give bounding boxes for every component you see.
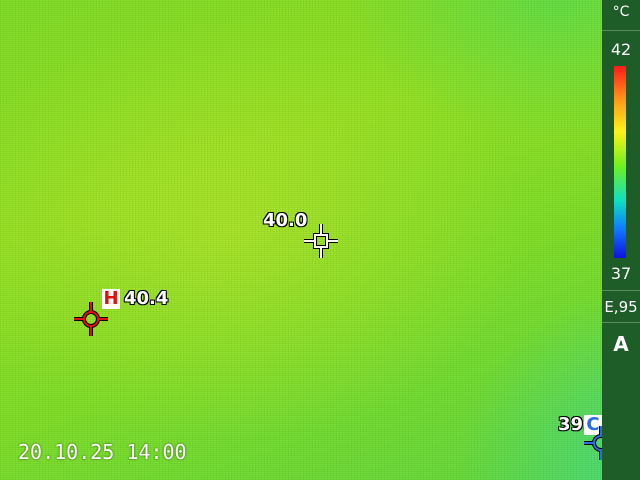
thermal-sidebar: °C 42 37 E,95 A [602,0,640,480]
capture-timestamp: 20.10.25 14:00 [18,440,187,464]
scale-min-value: 37 [610,264,632,283]
hot-spot-badge: H [102,288,120,309]
temperature-unit: °C [612,4,630,20]
hot-spot-value: 40.4 [124,288,169,309]
color-scale-bar [614,66,626,258]
center-spot-value: 40.0 [263,210,308,231]
cold-spot-crosshair-icon [584,426,602,460]
sidebar-divider [602,30,640,31]
sidebar-divider [602,322,640,323]
cold-spot-badge: C [584,415,602,435]
scale-max-value: 42 [610,40,632,59]
center-crosshair-icon [304,224,338,258]
thermal-image: 40.0 H 40.4 39.0 C [0,0,602,480]
hot-spot-crosshair-icon [74,302,108,336]
emissivity-value: E,95 [604,298,638,316]
sidebar-divider [602,290,640,291]
thermal-noise [0,0,602,480]
range-mode-indicator: A [613,332,629,356]
